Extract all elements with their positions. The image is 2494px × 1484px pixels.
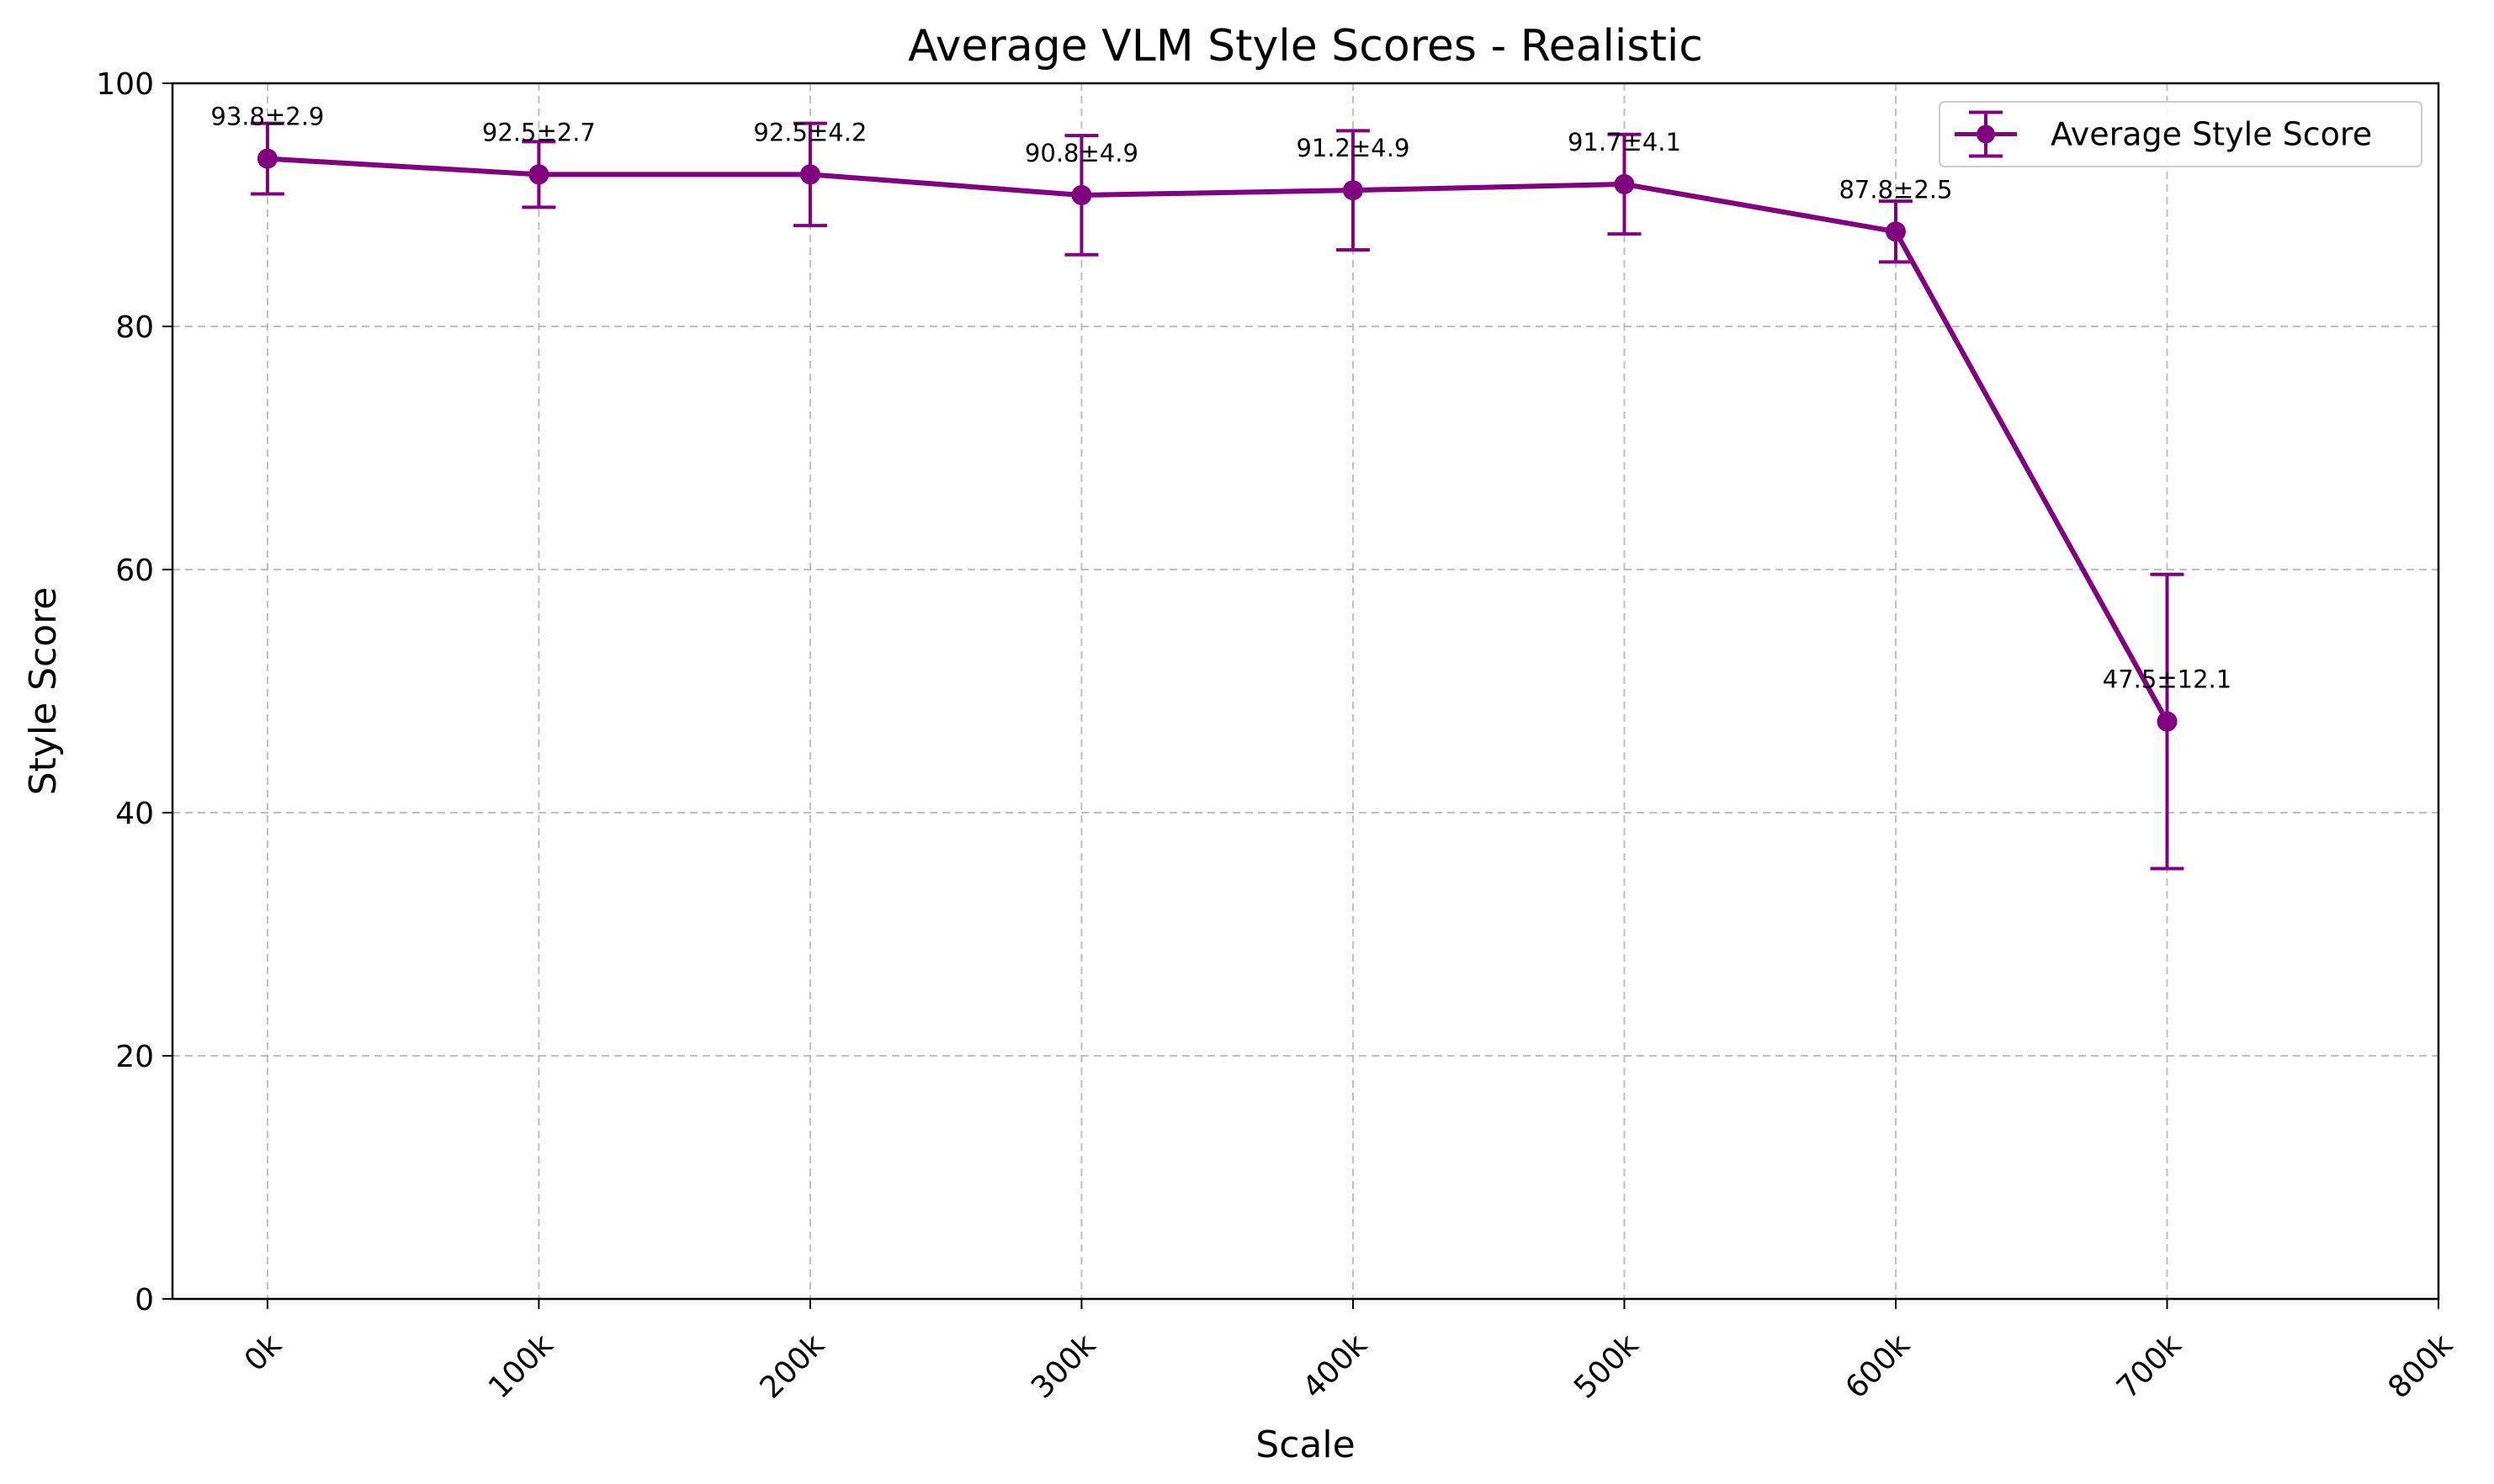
data-point	[257, 148, 278, 169]
data-label: 47.5±12.1	[2103, 665, 2231, 694]
series-line	[267, 156, 2170, 723]
y-tick-label: 60	[115, 554, 154, 588]
y-tick-label: 100	[96, 67, 154, 102]
y-axis-label: Style Score	[22, 587, 65, 796]
data-point	[799, 164, 820, 185]
data-point	[1342, 180, 1363, 201]
y-tick-label: 20	[115, 1040, 154, 1074]
data-label: 91.7±4.1	[1568, 128, 1681, 156]
data-point	[1071, 184, 1092, 205]
legend: Average Style Score	[1939, 101, 2422, 167]
data-point	[1614, 173, 1635, 194]
data-label: 92.5±2.7	[482, 118, 596, 146]
data-point	[1885, 221, 1906, 242]
y-tick-label: 40	[115, 797, 154, 831]
data-point	[2157, 711, 2178, 732]
x-axis-label: Scale	[1255, 1423, 1355, 1466]
data-label: 93.8±2.9	[210, 103, 324, 131]
y-tick-label: 0	[135, 1283, 154, 1317]
legend-entry-label: Average Style Score	[2051, 116, 2372, 153]
legend-marker	[1977, 125, 1995, 144]
legend-box	[1939, 101, 2422, 167]
data-point	[528, 164, 549, 185]
plot-frame	[171, 82, 2440, 1301]
data-label: 87.8±2.5	[1839, 175, 1952, 204]
data-layer	[250, 121, 2184, 871]
label-layer: 93.8±2.9 92.5±2.7 92.5±4.2 90.8±4.9 91.2±4.9…	[210, 103, 2231, 694]
chart-title: Average VLM Style Scores - Realistic	[908, 21, 1703, 72]
data-label: 92.5±4.2	[753, 118, 867, 146]
data-label: 90.8±4.9	[1025, 139, 1138, 167]
data-label: 91.2±4.9	[1296, 134, 1409, 162]
y-tick-label: 80	[115, 310, 154, 345]
